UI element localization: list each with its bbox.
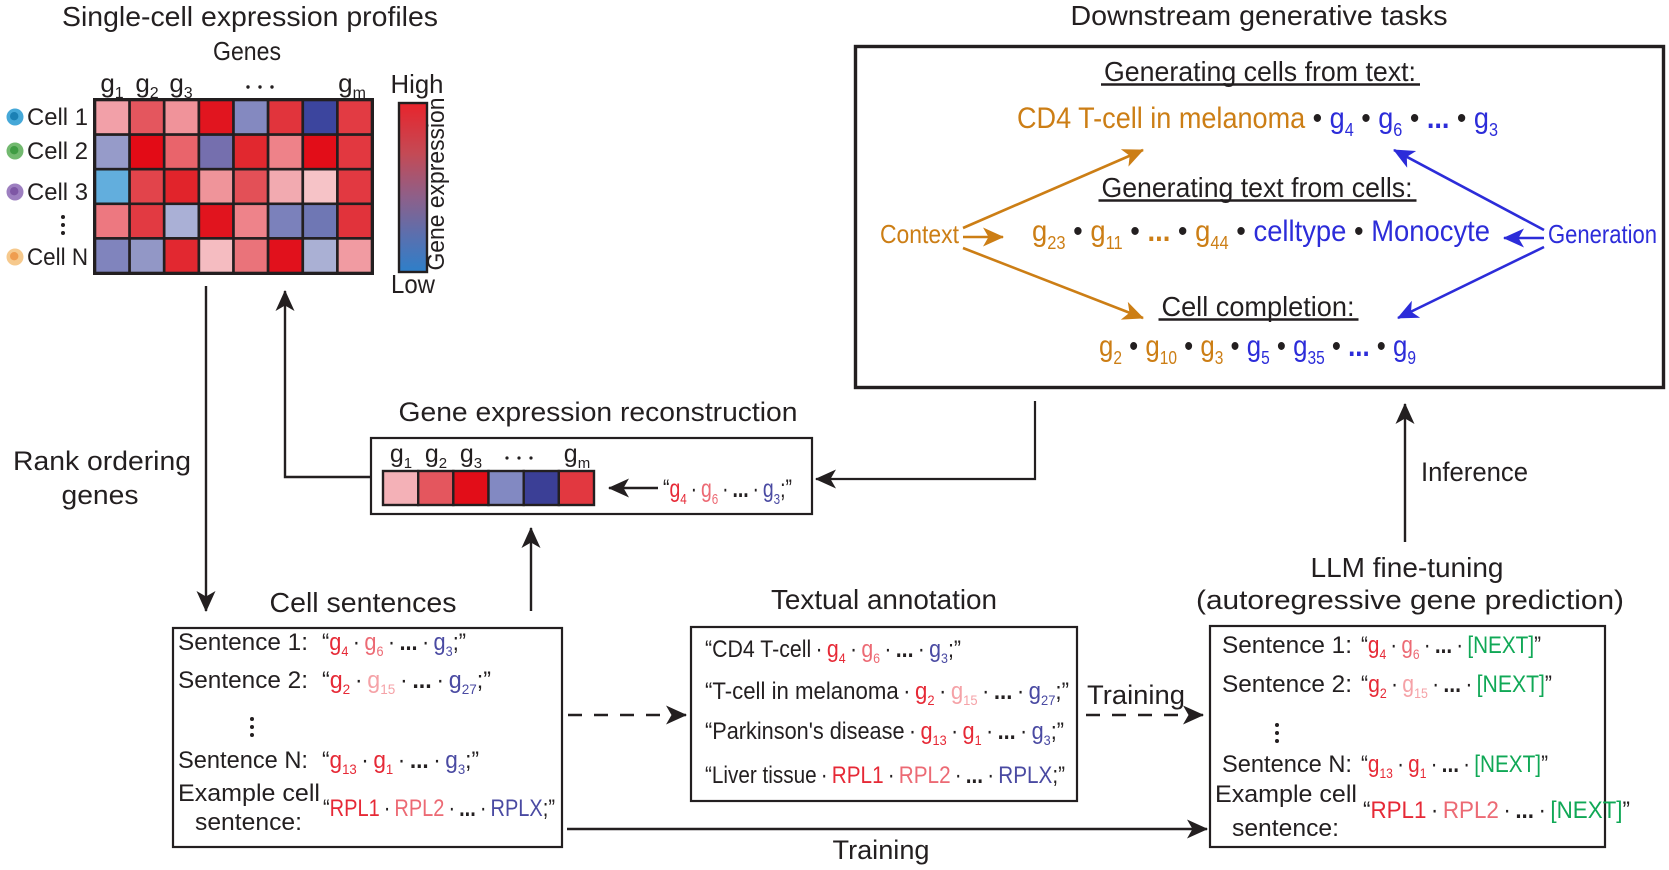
svg-text:“Parkinson's disease · g13​ ·: “Parkinson's disease · g13​ · g1​ · ... …: [705, 718, 1064, 748]
svg-text:“RPL1 · RPL2 · ... · [NEXT]”: “RPL1 · RPL2 · ... · [NEXT]”: [1363, 797, 1630, 824]
svg-text:“g2​ · g15​ · ... · [NEXT]”: “g2​ · g15​ · ... · [NEXT]”: [1361, 671, 1552, 701]
svg-text:Sentence 1:: Sentence 1:: [1222, 632, 1352, 659]
svg-text:“g2​ · g15​ · ... · g27​;”: “g2​ · g15​ · ... · g27​;”: [322, 667, 491, 697]
svg-text:Sentence 2:: Sentence 2:: [178, 667, 308, 694]
svg-text:Genes: Genes: [213, 36, 281, 66]
svg-text:gm: gm: [564, 440, 590, 472]
svg-text:Gene expression: Gene expression: [423, 98, 450, 271]
svg-text:“g13​ · g1​ · ... · [NEXT]”: “g13​ · g1​ · ... · [NEXT]”: [1361, 751, 1548, 781]
svg-text:Single-cell expression profile: Single-cell expression profiles: [62, 1, 438, 32]
svg-text:g2: g2: [135, 68, 158, 102]
svg-text:Generating cells from text:: Generating cells from text:: [1104, 56, 1416, 87]
svg-text:Training: Training: [833, 835, 930, 865]
svg-text:Cell 1: Cell 1: [27, 104, 88, 131]
svg-text:Cell N: Cell N: [27, 244, 88, 271]
svg-text:“g4​ · g6​ · ... · [NEXT]”: “g4​ · g6​ · ... · [NEXT]”: [1361, 632, 1541, 662]
svg-text:Textual annotation: Textual annotation: [771, 584, 997, 615]
svg-text:Cell sentences: Cell sentences: [270, 587, 457, 618]
svg-text:Sentence N:: Sentence N:: [178, 747, 308, 774]
svg-text:g23​ • g11​ • ... • g44​ • cel: g23​ • g11​ • ... • g44​ • celltype • Mo…: [1032, 215, 1490, 253]
svg-text:Context: Context: [880, 219, 960, 249]
svg-text:CD4 T-cell in melanoma • g4​ •: CD4 T-cell in melanoma • g4​ • g6​ • ...…: [1017, 102, 1498, 140]
svg-text:“g4​ · g6​ · ... · g3​;”: “g4​ · g6​ · ... · g3​;”: [322, 629, 466, 659]
svg-text:genes: genes: [62, 480, 139, 510]
svg-text:sentence:: sentence:: [1232, 815, 1339, 842]
svg-text:g1: g1: [100, 68, 123, 102]
svg-text:High: High: [391, 69, 444, 99]
svg-text:LLM fine-tuning: LLM fine-tuning: [1311, 552, 1504, 583]
svg-text:“T-cell in melanoma · g2​ · g1: “T-cell in melanoma · g2​ · g15​ · ... ·…: [705, 678, 1069, 708]
svg-text:g3: g3: [460, 440, 482, 472]
svg-text:gm: gm: [338, 68, 366, 102]
svg-text:Inference: Inference: [1421, 457, 1528, 487]
svg-text:Generating text from cells:: Generating text from cells:: [1102, 172, 1413, 203]
svg-text:Sentence 2:: Sentence 2:: [1222, 671, 1352, 698]
svg-text:“CD4 T-cell · g4​ · g6​ · ...: “CD4 T-cell · g4​ · g6​ · ... · g3​;”: [705, 636, 961, 666]
svg-text:Downstream generative tasks: Downstream generative tasks: [1071, 0, 1448, 31]
svg-text:Cell 2: Cell 2: [27, 138, 88, 165]
svg-text:g2: g2: [425, 440, 447, 472]
svg-text:(autoregressive gene predictio: (autoregressive gene prediction): [1196, 585, 1624, 615]
svg-text:Sentence N:: Sentence N:: [1222, 751, 1352, 778]
svg-text:Gene expression reconstruction: Gene expression reconstruction: [399, 397, 798, 427]
svg-text:sentence:: sentence:: [195, 809, 302, 836]
svg-text:g1: g1: [390, 440, 412, 472]
svg-text:Training: Training: [1087, 680, 1185, 710]
svg-text:Cell completion:: Cell completion:: [1162, 291, 1355, 322]
svg-text:“Liver tissue · RPL1 · RPL2 ·: “Liver tissue · RPL1 · RPL2 · ... · RPLX…: [705, 762, 1065, 789]
svg-text:Sentence 1:: Sentence 1:: [178, 629, 308, 656]
svg-text:“g4​ · g6​ · ... · g3​;”: “g4​ · g6​ · ... · g3​;”: [663, 475, 792, 508]
svg-text:Generation: Generation: [1548, 219, 1657, 249]
svg-text:“g13​ · g1​ · ... · g3​;”: “g13​ · g1​ · ... · g3​;”: [322, 747, 479, 777]
svg-text:Example cell: Example cell: [178, 780, 320, 807]
svg-text:Rank ordering: Rank ordering: [13, 446, 191, 476]
svg-text:g3: g3: [169, 68, 192, 102]
svg-text:Cell 3: Cell 3: [27, 179, 88, 206]
svg-text:g2​ • g10​ • g3​ • g5​ • g35​: g2​ • g10​ • g3​ • g5​ • g35​ • ... • g9…: [1099, 330, 1416, 368]
svg-text:“RPL1 · RPL2 · ... · RPLX;”: “RPL1 · RPL2 · ... · RPLX;”: [323, 795, 555, 822]
svg-text:Example cell: Example cell: [1215, 781, 1357, 808]
svg-text:Low: Low: [391, 269, 435, 299]
